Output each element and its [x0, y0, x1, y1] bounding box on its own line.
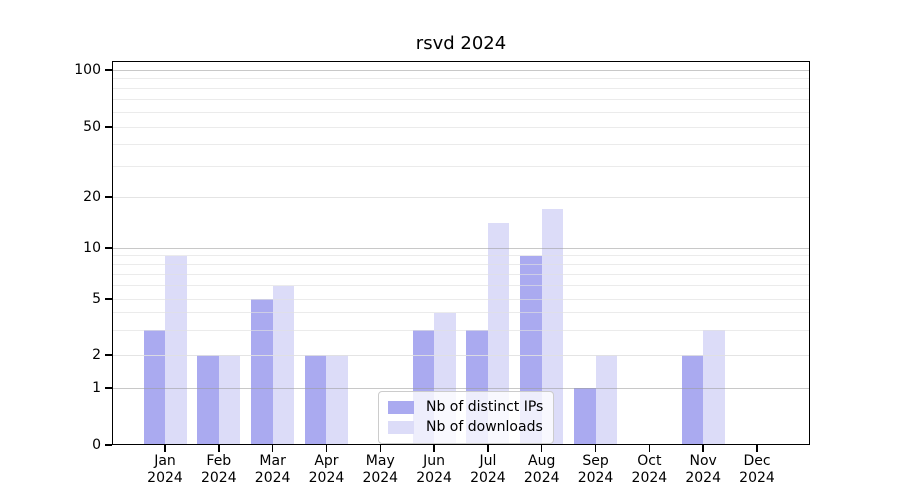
legend-item-downloads: Nb of downloads [388, 418, 543, 437]
year-label: 2024 [308, 470, 345, 486]
x-axis-tick-label-nov: Nov 2024 [663, 453, 743, 487]
x-axis-tick [702, 445, 704, 452]
x-axis-tick-label-may: May 2024 [340, 453, 420, 487]
legend: Nb of distinct IPs Nb of downloads [378, 391, 555, 444]
year-label: 2024 [577, 470, 614, 486]
legend-swatch-distinct-ips [388, 401, 414, 414]
bar-distinct-ips-nov [681, 355, 704, 445]
y-axis-tick-label: 100 [74, 62, 101, 78]
x-axis-tick-label-mar: Mar 2024 [233, 453, 313, 487]
y-axis-tick [105, 247, 112, 249]
x-axis-tick [164, 445, 166, 452]
x-axis-tick [271, 445, 274, 452]
month-label: Oct [637, 453, 662, 469]
y-axis-tick [105, 69, 112, 71]
month-label: Dec [743, 453, 771, 469]
x-axis-tick [487, 445, 489, 452]
month-label: Jul [479, 453, 497, 469]
x-axis-tick-label-jan: Jan 2024 [125, 453, 205, 487]
month-label: Jun [423, 453, 446, 469]
x-axis-tick-label-oct: Oct 2024 [609, 453, 689, 487]
bar-downloads-feb [218, 355, 241, 445]
bar-downloads-aug [541, 208, 564, 445]
x-axis-tick [594, 445, 597, 452]
month-label: Mar [259, 453, 286, 469]
x-axis-tick-label-sep: Sep 2024 [556, 453, 636, 487]
month-label: Apr [314, 453, 339, 469]
y-axis-tick [105, 126, 112, 128]
y-axis-tick-label: 50 [83, 119, 101, 135]
legend-label-distinct-ips: Nb of distinct IPs [426, 399, 544, 415]
year-label: 2024 [147, 470, 183, 486]
month-label: May [365, 453, 395, 469]
y-axis-tick-label: 5 [92, 291, 101, 307]
y-axis-tick-label: 10 [83, 240, 101, 256]
chart-title: rsvd 2024 [415, 33, 507, 54]
legend-swatch-downloads [388, 421, 414, 434]
bar-distinct-ips-mar [251, 299, 273, 445]
bar-distinct-ips-sep [574, 388, 596, 445]
month-label: Sep [582, 453, 609, 469]
x-axis-tick [648, 445, 651, 452]
bars-layer [112, 61, 810, 445]
year-label: 2024 [416, 470, 452, 486]
bar-downloads-apr [326, 355, 348, 445]
bar-downloads-mar [272, 285, 295, 445]
legend-label-downloads: Nb of downloads [426, 419, 543, 435]
month-label: Feb [206, 453, 232, 469]
x-axis-tick [541, 445, 543, 452]
y-axis-tick [105, 196, 112, 198]
year-label: 2024 [254, 470, 291, 486]
year-label: 2024 [739, 470, 775, 486]
x-axis-tick [325, 445, 328, 452]
legend-item-distinct-ips: Nb of distinct IPs [388, 398, 543, 417]
plot-area [112, 61, 810, 445]
x-axis-tick [379, 445, 381, 452]
x-axis-tick-label-jul: Jul 2024 [448, 453, 528, 487]
x-axis-tick [756, 445, 758, 452]
bar-distinct-ips-apr [304, 355, 327, 445]
x-axis-tick-label-feb: Feb 2024 [179, 453, 259, 487]
month-label: Jan [154, 453, 176, 469]
year-label: 2024 [631, 470, 668, 486]
x-axis-tick [433, 445, 435, 452]
y-axis-tick [105, 354, 112, 356]
year-label: 2024 [200, 470, 237, 486]
y-axis-tick-label: 1 [92, 380, 101, 396]
y-axis-tick-label: 0 [92, 437, 101, 453]
bar-downloads-jul [487, 223, 510, 445]
bar-distinct-ips-jan [143, 330, 165, 445]
month-label: Aug [528, 453, 556, 469]
y-axis-tick-label: 2 [92, 347, 101, 363]
month-label: Nov [689, 453, 717, 469]
year-label: 2024 [470, 470, 506, 486]
year-label: 2024 [362, 470, 399, 486]
y-axis-tick [105, 387, 112, 389]
x-axis-tick-label-dec: Dec 2024 [717, 453, 797, 487]
y-axis-tick-label: 20 [83, 189, 101, 205]
x-axis-tick-label-apr: Apr 2024 [286, 453, 366, 487]
y-axis-tick [105, 444, 112, 446]
bar-downloads-jan [165, 255, 187, 445]
x-axis-tick-label-aug: Aug 2024 [502, 453, 582, 487]
year-label: 2024 [523, 470, 560, 486]
bar-downloads-sep [595, 355, 618, 445]
y-axis-tick [105, 298, 112, 300]
x-axis-tick [218, 445, 220, 452]
x-axis-tick-label-jun: Jun 2024 [394, 453, 474, 487]
bar-downloads-nov [703, 330, 725, 445]
year-label: 2024 [685, 470, 721, 486]
bar-distinct-ips-feb [197, 355, 219, 445]
